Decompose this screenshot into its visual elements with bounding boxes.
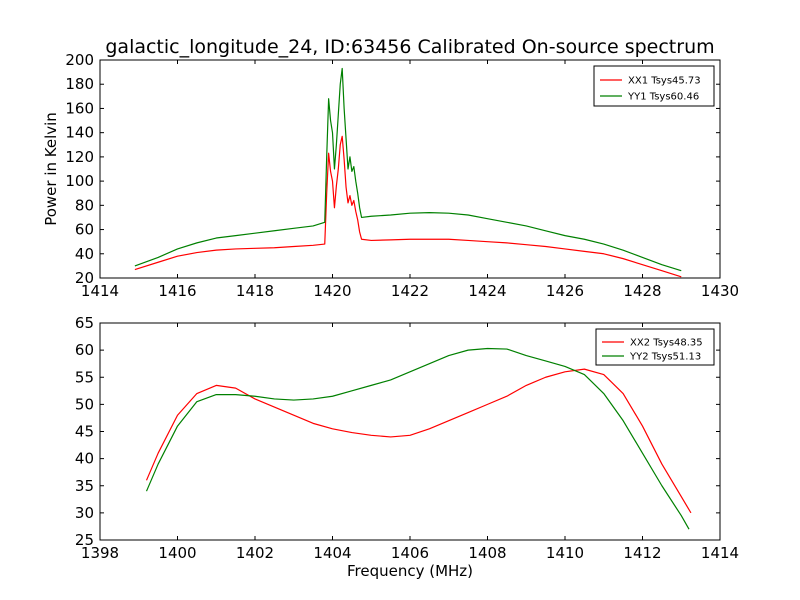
y-tick-label: 80 <box>75 196 94 214</box>
y-tick-label: 60 <box>75 221 94 239</box>
x-tick-label: 1426 <box>546 282 584 300</box>
y-tick-label: 160 <box>65 99 94 117</box>
chart-title: galactic_longitude_24, ID:63456 Calibrat… <box>105 36 714 58</box>
legend-label: YY2 Tsys51.13 <box>629 352 701 363</box>
y-tick-label: 20 <box>75 269 94 287</box>
legend-label: YY1 Tsys60.46 <box>627 92 699 103</box>
x-tick-label: 1424 <box>468 282 506 300</box>
legend-box <box>595 328 715 366</box>
y-tick-label: 25 <box>75 531 94 549</box>
y-tick-label: 60 <box>75 341 94 359</box>
y-tick-label: 40 <box>75 450 94 468</box>
series-line-1-2 <box>134 67 682 272</box>
legend-label: XX1 Tsys45.73 <box>628 76 701 87</box>
x-tick-label: 1410 <box>546 544 584 562</box>
y-tick-label: 200 <box>65 51 94 69</box>
x-tick-label: 1404 <box>313 544 351 562</box>
x-tick-label: 1428 <box>623 282 661 300</box>
y-tick-label: 140 <box>65 124 94 142</box>
x-tick-label: 1398 <box>81 544 119 562</box>
x-tick-label: 1418 <box>236 282 274 300</box>
y-tick-label: 100 <box>65 172 94 190</box>
series-line-1-1 <box>134 135 682 278</box>
x-tick-label: 1400 <box>158 544 196 562</box>
legend: XX2 Tsys48.35 YY2 Tsys51.13 <box>595 328 715 366</box>
legend-box <box>593 65 715 107</box>
x-tick-label: 1416 <box>158 282 196 300</box>
x-tick-label: 1414 <box>701 544 739 562</box>
y-tick-label: 30 <box>75 504 94 522</box>
y-tick-label: 45 <box>75 423 94 441</box>
y-tick-label: 40 <box>75 245 94 263</box>
top-panel: 1414 1416 1418 1420 1422 1424 1426 1428 1430 20 40… <box>42 36 739 300</box>
y-axis-label: Power in Kelvin <box>42 112 60 226</box>
y-tick-label: 180 <box>65 75 94 93</box>
bottom-panel: 1398 1400 1402 1404 1406 1408 1410 1412 1414 25 30… <box>75 314 739 580</box>
x-tick-label: 1414 <box>81 282 119 300</box>
x-axis-label: Frequency (MHz) <box>347 562 473 580</box>
y-tick-label: 35 <box>75 477 94 495</box>
x-tick-label: 1412 <box>623 544 661 562</box>
series-line-2-1 <box>145 368 692 514</box>
series-line-2-2 <box>145 347 690 530</box>
x-tick-label: 1422 <box>391 282 429 300</box>
x-tick-label: 1406 <box>391 544 429 562</box>
x-tick-label: 1420 <box>313 282 351 300</box>
x-tick-label: 1430 <box>701 282 739 300</box>
x-tick-label: 1408 <box>468 544 506 562</box>
x-tick-label: 1402 <box>236 544 274 562</box>
y-tick-label: 65 <box>75 314 94 332</box>
legend: XX1 Tsys45.73 YY1 Tsys60.46 <box>593 65 715 107</box>
y-tick-label: 50 <box>75 395 94 413</box>
legend-label: XX2 Tsys48.35 <box>630 338 703 349</box>
y-tick-label: 55 <box>75 368 94 386</box>
y-tick-label: 120 <box>65 148 94 166</box>
